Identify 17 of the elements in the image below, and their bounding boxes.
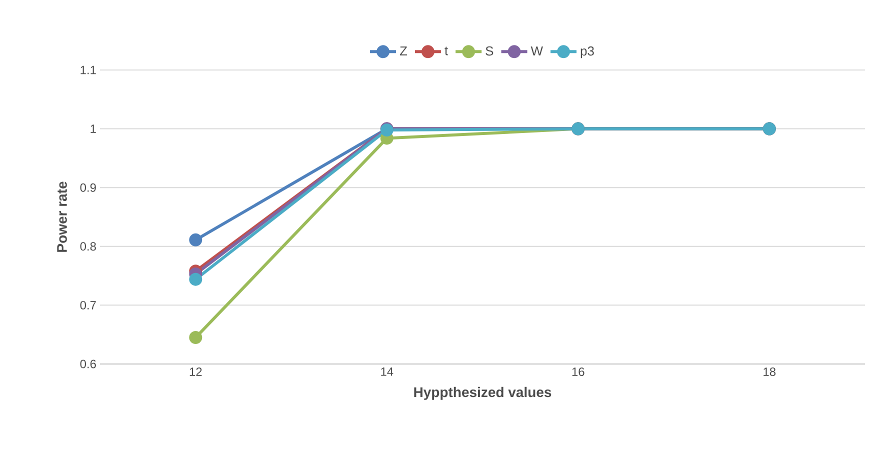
- legend-label: W: [530, 46, 543, 56]
- legend-label: S: [486, 46, 494, 56]
- y-axis-title: Power rate: [57, 182, 67, 252]
- legend-label: p3: [580, 46, 594, 58]
- x-tick-label: 12: [190, 368, 202, 376]
- y-tick-label: 0.8: [80, 242, 96, 251]
- y-tick-label: 0.6: [80, 360, 96, 368]
- y-tick-label: 1.1: [80, 66, 96, 74]
- x-tick-label: 16: [572, 368, 584, 376]
- x-tick-label: 14: [381, 368, 394, 376]
- y-tick-label: 0.9: [80, 183, 96, 192]
- legend-label: t: [444, 46, 448, 56]
- x-tick-label: 18: [764, 368, 776, 376]
- legend-label: Z: [400, 46, 408, 56]
- y-tick-label: 1: [90, 124, 96, 133]
- x-axis-title: Hyppthesized values: [414, 386, 552, 400]
- y-tick-label: 0.7: [80, 300, 96, 310]
